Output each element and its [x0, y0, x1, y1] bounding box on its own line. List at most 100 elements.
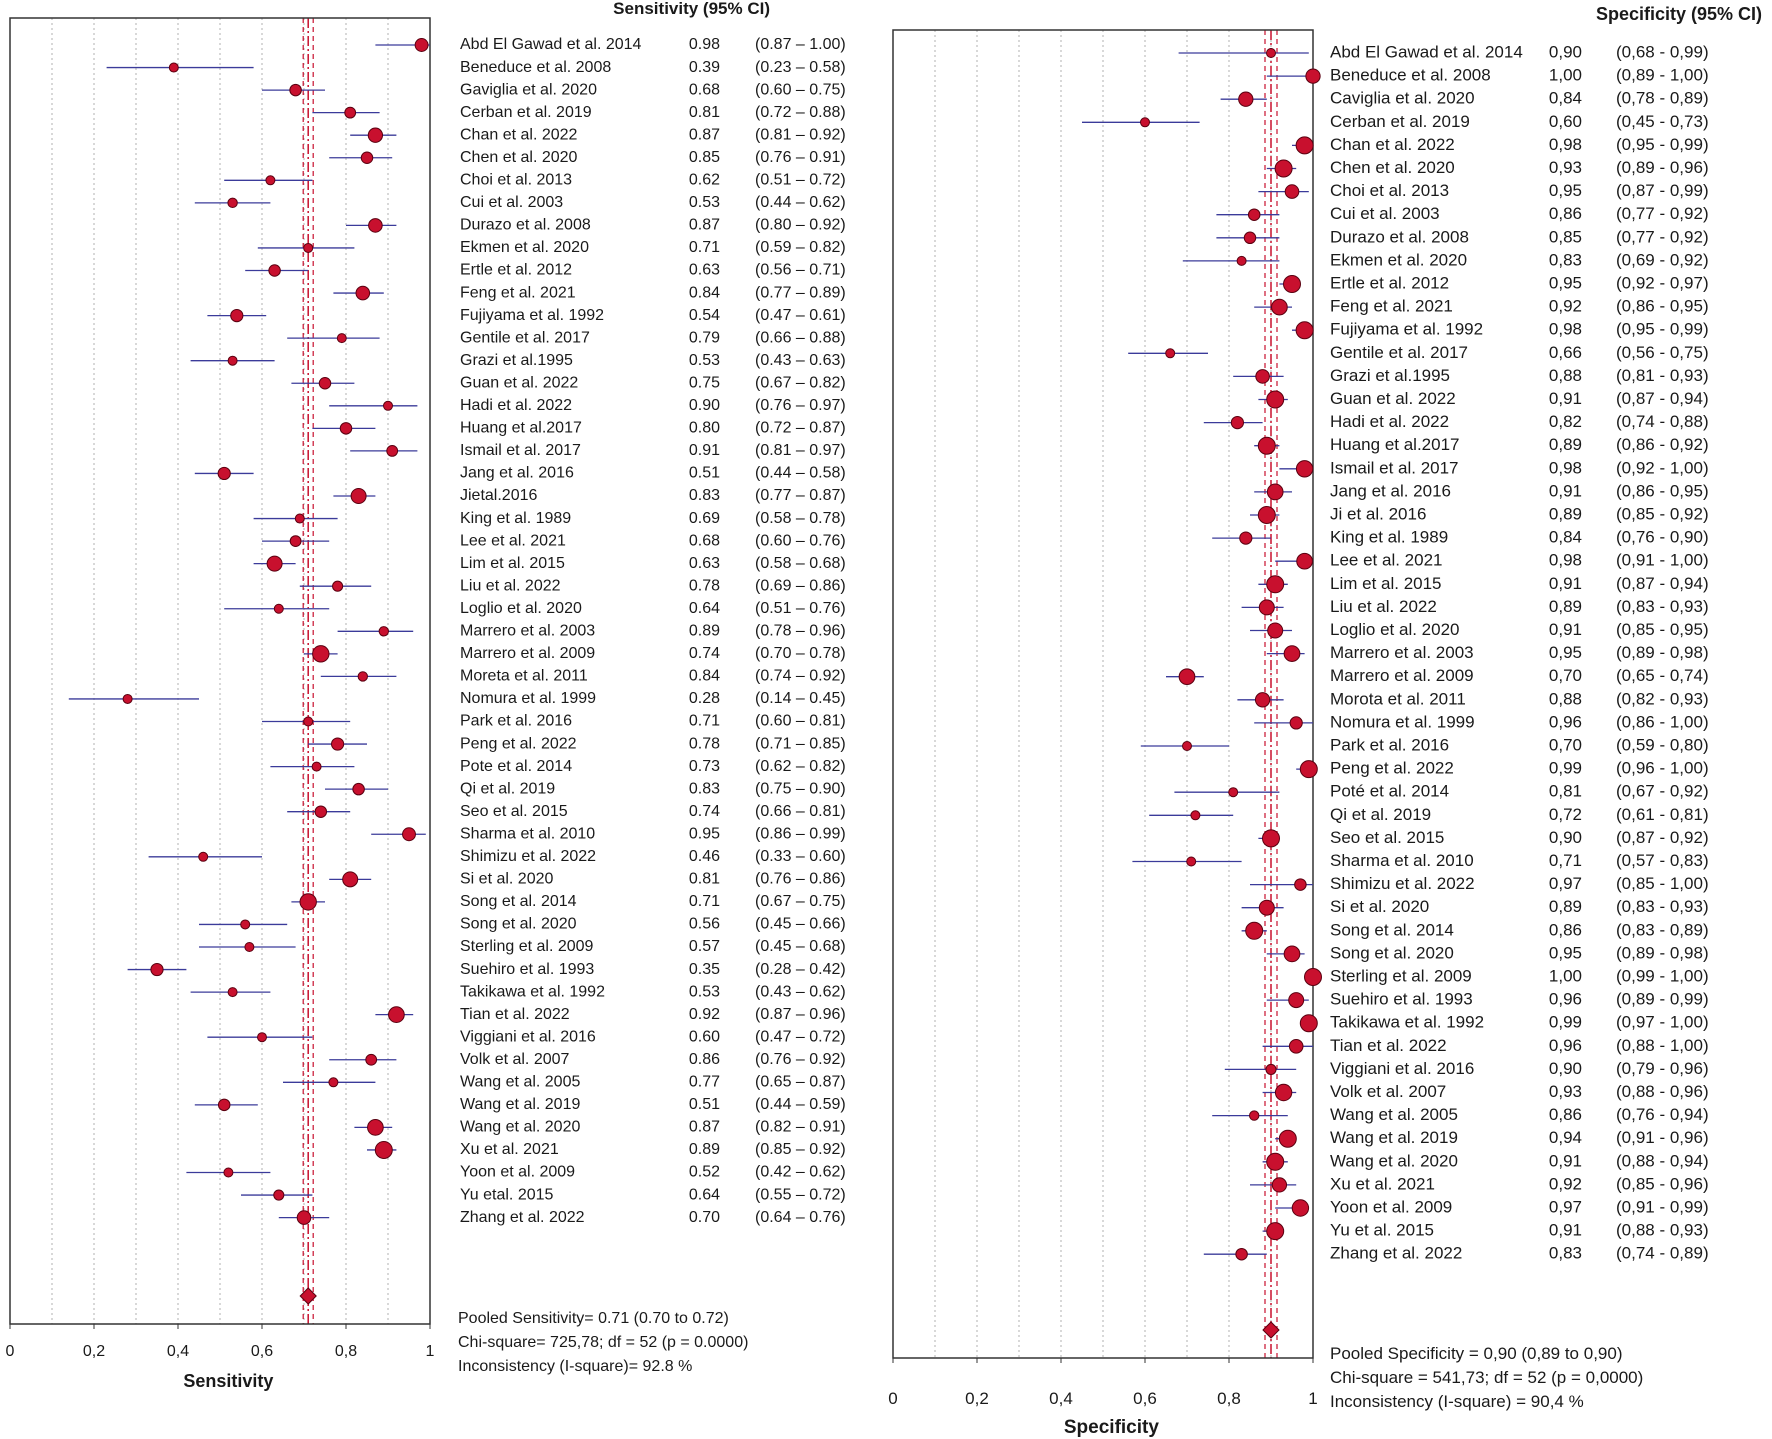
study-ci: (0.69 – 0.86)	[755, 577, 846, 594]
study-point	[303, 716, 314, 727]
study-ci: (0.81 – 0.92)	[755, 126, 846, 143]
study-label: Sterling et al. 2009	[1330, 966, 1472, 985]
study-value: 0.75	[689, 374, 720, 391]
study-point	[257, 1032, 267, 1043]
study-value: 0,94	[1549, 1128, 1582, 1147]
study-value: 0.63	[689, 555, 720, 572]
x-tick-label: 1	[1308, 1389, 1317, 1408]
study-value: 0,89	[1549, 597, 1582, 616]
study-point	[357, 671, 368, 682]
study-value: 0.39	[689, 59, 720, 76]
pooled-diamond	[299, 1287, 317, 1305]
study-value: 0,83	[1549, 1244, 1582, 1263]
study-ci: (0.59 – 0.82)	[755, 239, 846, 256]
study-ci: (0.43 – 0.62)	[755, 983, 846, 1000]
study-label: Beneduce et al. 2008	[1330, 66, 1491, 85]
summary-line: Pooled Specificity = 0,90 (0,89 to 0,90)	[1330, 1344, 1623, 1363]
study-point	[294, 513, 305, 524]
study-value: 0.70	[689, 1209, 720, 1226]
study-label: Takikawa et al. 1992	[460, 983, 605, 1000]
study-point	[1228, 787, 1239, 798]
study-label: Sharma et al. 2010	[1330, 851, 1474, 870]
study-label: Xu et al. 2021	[1330, 1174, 1435, 1193]
study-value: 0.81	[689, 104, 720, 121]
study-label: Feng et al. 2021	[1330, 297, 1453, 316]
study-ci: (0.66 – 0.81)	[755, 803, 846, 820]
study-value: 1,00	[1549, 66, 1582, 85]
summary-line: Inconsistency (I-square) = 90,4 %	[1330, 1392, 1584, 1411]
study-value: 0.64	[689, 600, 720, 617]
study-value: 0.71	[689, 713, 720, 730]
study-value: 0,95	[1549, 643, 1582, 662]
study-ci: (0,77 - 0,92)	[1616, 227, 1709, 246]
study-value: 0,95	[1549, 943, 1582, 962]
study-label: Chan et al. 2022	[460, 126, 578, 143]
study-ci: (0.47 – 0.61)	[755, 307, 846, 324]
study-ci: (0.74 – 0.92)	[755, 668, 846, 685]
x-tick-label: 0,8	[1217, 1389, 1241, 1408]
study-ci: (0.62 – 0.82)	[755, 758, 846, 775]
study-point	[1283, 645, 1301, 662]
study-ci: (0,61 - 0,81)	[1616, 805, 1709, 824]
study-label: Shimizu et al. 2022	[1330, 874, 1475, 893]
study-value: 0.71	[689, 893, 720, 910]
study-ci: (0,85 - 0,95)	[1616, 620, 1709, 639]
study-ci: (0,77 - 0,92)	[1616, 204, 1709, 223]
study-value: 0,92	[1549, 297, 1582, 316]
study-point	[1274, 159, 1293, 178]
study-point	[217, 1098, 231, 1112]
study-ci: (0.58 – 0.68)	[755, 555, 846, 572]
study-ci: (0,86 - 1,00)	[1616, 712, 1709, 731]
study-value: 0.46	[689, 848, 720, 865]
study-value: 0.89	[689, 623, 720, 640]
column-header: Specificity (95% CI)	[1596, 4, 1762, 24]
study-point	[386, 445, 399, 457]
study-value: 0,71	[1549, 851, 1582, 870]
study-label: Morota et al. 2011	[1330, 689, 1466, 708]
study-label: Sharma et al. 2010	[460, 825, 595, 842]
study-ci: (0.81 – 0.97)	[755, 442, 846, 459]
study-value: 0.78	[689, 735, 720, 752]
study-label: Ertle et al. 2012	[1330, 273, 1449, 292]
study-label: Wang et al. 2005	[1330, 1105, 1458, 1124]
study-label: Wang et al. 2019	[460, 1096, 580, 1113]
study-value: 0.98	[689, 36, 720, 53]
pooled-diamond	[1262, 1321, 1280, 1339]
study-label: Tian et al. 2022	[460, 1006, 570, 1023]
study-label: Jang et al. 2016	[460, 465, 574, 482]
study-ci: (0.80 – 0.92)	[755, 217, 846, 234]
study-value: 0,92	[1549, 1174, 1582, 1193]
study-label: Si et al. 2020	[1330, 897, 1429, 916]
study-point	[344, 106, 357, 119]
study-ci: (0.76 – 0.91)	[755, 149, 846, 166]
study-ci: (0.14 – 0.45)	[755, 690, 846, 707]
study-label: Ekmen et al. 2020	[1330, 250, 1467, 269]
study-label: Song et al. 2014	[1330, 920, 1454, 939]
study-label: Qi et al. 2019	[460, 780, 555, 797]
study-point	[414, 38, 429, 52]
study-value: 0.77	[689, 1074, 720, 1091]
study-point	[1299, 760, 1318, 779]
study-point	[227, 987, 238, 998]
study-ci: (0.44 – 0.59)	[755, 1096, 846, 1113]
study-ci: (0,83 - 0,93)	[1616, 897, 1709, 916]
study-value: 0,89	[1549, 435, 1582, 454]
study-ci: (0,59 - 0,80)	[1616, 735, 1709, 754]
study-ci: (0.78 – 0.96)	[755, 623, 846, 640]
study-ci: (0.33 – 0.60)	[755, 848, 846, 865]
x-axis-label: Specificity	[1064, 1417, 1159, 1438]
study-value: 0.79	[689, 329, 720, 346]
study-point	[1239, 531, 1253, 545]
study-value: 1,00	[1549, 966, 1582, 985]
study-value: 0,98	[1549, 320, 1582, 339]
study-ci: (0,88 - 0,93)	[1616, 1221, 1709, 1240]
study-value: 0,86	[1549, 204, 1582, 223]
study-point	[1305, 68, 1321, 84]
study-value: 0,84	[1549, 528, 1582, 547]
study-label: Suehiro et al. 1993	[1330, 990, 1473, 1009]
study-label: Sterling et al. 2009	[460, 938, 594, 955]
study-point	[223, 1167, 234, 1178]
study-ci: (0,88 - 0,96)	[1616, 1082, 1709, 1101]
study-ci: (0.55 – 0.72)	[755, 1186, 846, 1203]
study-value: 0.89	[689, 1141, 720, 1158]
